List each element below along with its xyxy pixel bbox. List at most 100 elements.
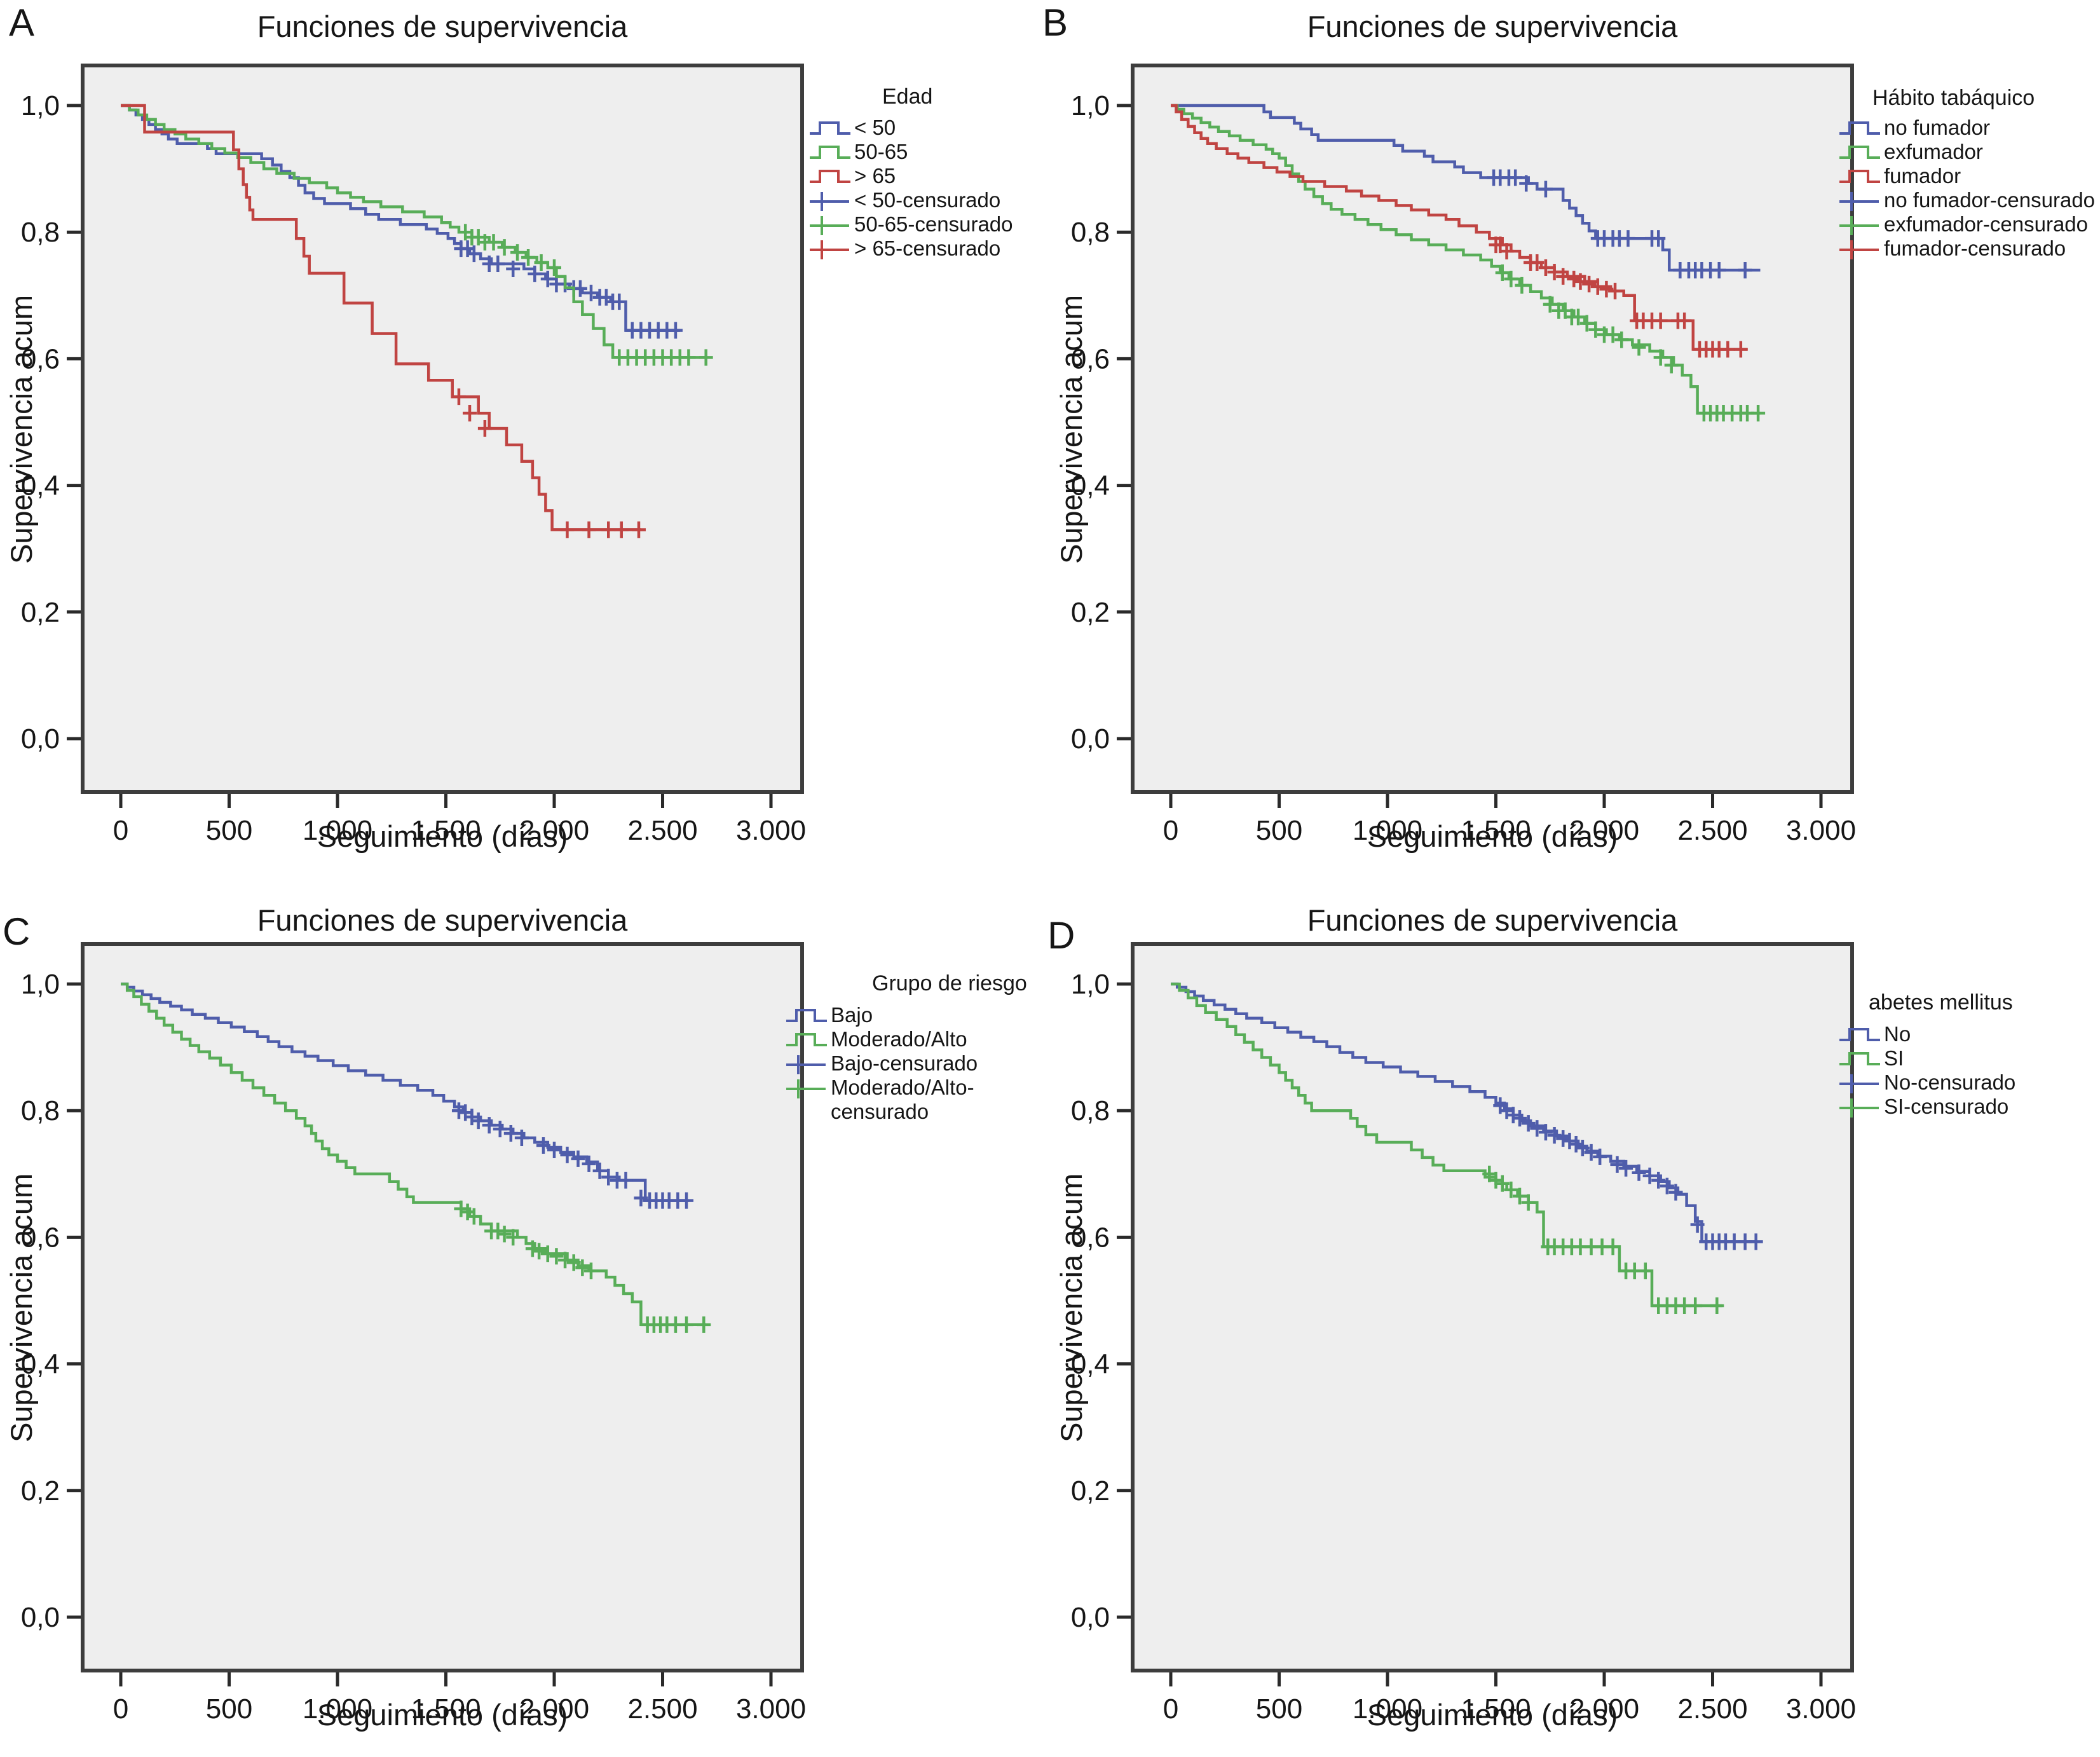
censor-mark (1579, 315, 1594, 332)
censor-mark (1632, 339, 1646, 356)
swatch-glyph (1839, 1098, 1879, 1118)
legend-item-label: exfumador (1884, 140, 1983, 163)
censor-mark (571, 1150, 585, 1167)
survival-curves (121, 982, 711, 1333)
censor-mark (679, 1192, 694, 1209)
survival-curves (121, 104, 713, 538)
censor-mark (1543, 296, 1557, 313)
legend-item-label: Bajo (831, 1003, 873, 1027)
survival-curve-no fumador (1171, 104, 1761, 272)
legend-item-label: No (1884, 1022, 1911, 1046)
censor-mark (1569, 1135, 1583, 1152)
legend-item-label: fumador-censurado (1884, 236, 2066, 260)
censor-mark (514, 1130, 529, 1147)
censor-mark (601, 521, 616, 538)
y-tick-label: 0,8 (21, 217, 60, 248)
censor-mark (547, 259, 561, 276)
y-tick-label: 0,0 (21, 723, 60, 755)
legend: < 50 50-65 > 65 < 50-censurado 50-65-cen… (808, 116, 1013, 261)
x-axis-label: Seguimiento (días) (317, 1698, 568, 1732)
censor-mark (1506, 1107, 1520, 1124)
survival-curve-No (1171, 982, 1756, 1243)
y-tick-label: 1,0 (21, 90, 60, 121)
line-swatch-icon (808, 141, 852, 163)
censor-mark (1710, 1297, 1724, 1314)
censor-mark (503, 1125, 518, 1142)
x-tick-label: 0 (113, 815, 128, 846)
y-tick-label: 0,8 (1071, 1095, 1110, 1126)
censor-mark (1749, 1233, 1763, 1250)
censor-mark (549, 1248, 564, 1265)
x-tick-label: 1.500 (1461, 1693, 1531, 1725)
censor-mark (1504, 1181, 1518, 1198)
censor-mark (1495, 1175, 1510, 1192)
censor-mark (1521, 1194, 1536, 1211)
x-tick-label: 0 (1163, 815, 1178, 846)
swatch-glyph (1839, 1028, 1880, 1041)
y-tick-label: 0,4 (21, 470, 60, 502)
censor-mark (497, 239, 512, 256)
censor-mark (1632, 1164, 1646, 1181)
censor-mark (575, 1259, 590, 1276)
y-axis-ticks: 1,0 0,8 0,6 0,4 0,2 0,0 (1071, 969, 1131, 1633)
y-tick-label: 0,4 (21, 1349, 60, 1380)
legend-item: no fumador (1838, 116, 2095, 140)
x-tick-label: 2.000 (519, 1693, 589, 1725)
swatch-glyph (786, 1079, 826, 1098)
x-tick-label: 1.000 (1353, 1693, 1422, 1725)
line-swatch-icon (785, 1004, 828, 1026)
censor-mark (1547, 263, 1562, 280)
legend-item: no fumador-censurado (1838, 188, 2095, 212)
censor-mark (477, 420, 492, 437)
plot-area (83, 65, 802, 792)
censor-mark (601, 1168, 616, 1186)
censor-mark (582, 521, 596, 538)
censor-mark (506, 1229, 521, 1246)
censor-marks-Moderado/Alto (454, 1200, 711, 1333)
censor-mark (525, 1240, 540, 1257)
swatch-glyph (810, 240, 849, 259)
line-swatch-icon (1838, 117, 1881, 139)
x-axis-ticks: 0 500 1.000 1.500 2.000 2.500 3.000 (1163, 794, 1856, 846)
censor-marks-exfumador (1495, 264, 1766, 422)
x-tick-label: 2.500 (627, 1693, 697, 1725)
plot-area (1133, 944, 1852, 1671)
panel-letter-c: C (3, 910, 31, 953)
censor-mark (1606, 1238, 1620, 1255)
x-tick-label: 3.000 (1786, 815, 1856, 846)
y-tick-label: 0,2 (1071, 1475, 1110, 1507)
censor-mark (1651, 230, 1666, 247)
swatch-glyph (1839, 192, 1879, 211)
legend-title: abetes mellitus (1869, 990, 2013, 1015)
legend: No SI No-censurado SI-censurado (1838, 1022, 2015, 1119)
legend-item-label: > 65-censurado (854, 236, 1001, 260)
survival-plot-a: 0 500 1.000 1.500 2.000 2.500 3.000 1,0 0,8 0,6 0,… (21, 64, 806, 846)
swatch-glyph (1839, 1074, 1879, 1093)
censor-mark (465, 1109, 479, 1126)
x-tick-label: 2.000 (1569, 1693, 1639, 1725)
censor-mark (1588, 321, 1603, 338)
censor-mark (1668, 1184, 1683, 1201)
censor-mark (1688, 1297, 1703, 1314)
swatch-glyph (1839, 170, 1880, 183)
x-tick-label: 1.500 (1461, 815, 1531, 846)
censor-marks-50-65 (458, 224, 713, 366)
legend-item: No (1838, 1022, 2015, 1046)
legend-item-label: 50-65-censurado (854, 212, 1013, 236)
legend-title: Edad (882, 85, 933, 109)
censor-mark (1538, 1124, 1553, 1141)
censor-mark (497, 1226, 512, 1243)
survival-curves (1171, 982, 1763, 1314)
swatch-glyph (1839, 146, 1880, 159)
y-tick-label: 1,0 (1071, 969, 1110, 1000)
line-swatch-icon (1838, 165, 1881, 187)
censor-mark (1575, 1139, 1590, 1156)
x-axis-label: Seguimiento (días) (1367, 1698, 1618, 1732)
censor-mark (1584, 1144, 1599, 1161)
censor-mark (1571, 308, 1586, 325)
y-axis-label: Supervivencia acum (1054, 294, 1088, 564)
censored-swatch-icon (785, 1077, 828, 1098)
x-tick-label: 1.000 (303, 1693, 372, 1725)
x-axis-ticks: 0 500 1.000 1.500 2.000 2.500 3.000 (113, 794, 806, 846)
legend-item: > 65 (808, 164, 1013, 188)
